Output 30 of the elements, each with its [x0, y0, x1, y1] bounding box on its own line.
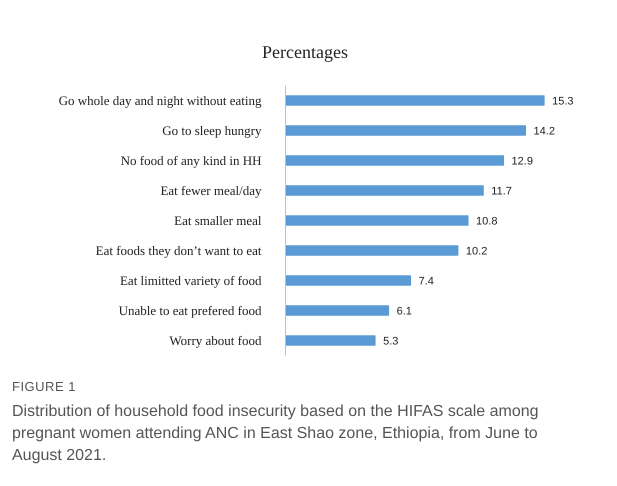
bar [286, 335, 376, 346]
data-label: 10.2 [466, 246, 488, 258]
text: Distribution of household food insecurity based on the HIFAS scale among pregnant women attending ANC in East Shao zone, Ethiopia, from June to August 2021. [12, 402, 540, 466]
data-label: 7.4 [418, 276, 434, 288]
bar [286, 275, 412, 286]
data-label: 11.7 [491, 186, 512, 198]
bar [286, 215, 469, 226]
y-tick-label: Eat smaller meal [174, 213, 262, 228]
data-label: 10.8 [476, 216, 498, 228]
data-label: 12.9 [512, 156, 533, 168]
bar [286, 155, 504, 166]
bar [286, 95, 545, 106]
bar [286, 245, 458, 256]
data-label: 6.1 [396, 306, 412, 318]
data-label: 14.2 [534, 126, 555, 138]
y-tick-label: Go whole day and night without eating [58, 93, 262, 108]
data-label: 5.3 [383, 336, 398, 348]
y-tick-label: No food of any kind in HH [120, 153, 262, 168]
caption: FIGURE 1 [12, 378, 77, 396]
y-tick-label: Go to sleep hungry [162, 123, 262, 138]
y-tick-label: Eat fewer meal/day [160, 183, 262, 198]
data-label: 15.3 [552, 96, 574, 108]
bar [286, 125, 526, 136]
y-tick-label: Unable to eat prefered food [118, 303, 262, 318]
y-tick-label: Eat limitted variety of food [120, 273, 262, 288]
bar [286, 305, 390, 316]
y-tick-label: Worry about food [169, 333, 262, 348]
chart-title: Percentages [261, 41, 349, 64]
bar [286, 185, 484, 196]
y-tick-label: Eat foods they don’t want to eat [96, 243, 262, 258]
